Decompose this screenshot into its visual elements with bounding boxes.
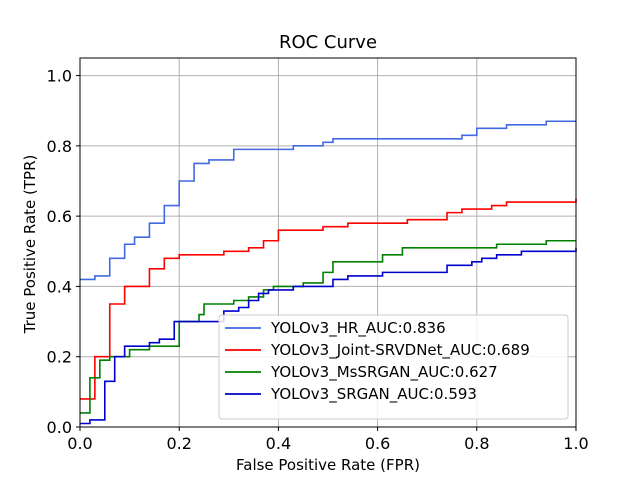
series-lines	[80, 120, 577, 425]
chart-title: ROC Curve	[279, 32, 377, 53]
y-tick-label: 0.2	[47, 348, 72, 367]
legend-box	[218, 314, 569, 420]
y-tick-label: 1.0	[47, 67, 72, 86]
legend-label: YOLOv3_SRGAN_AUC:0.593	[270, 385, 477, 404]
x-tick-label: 0.4	[266, 434, 291, 453]
series-line-1	[80, 120, 576, 281]
x-tick-label: 0.8	[464, 434, 489, 453]
legend-label: YOLOv3_Joint-SRVDNet_AUC:0.689	[270, 341, 530, 360]
legend-label: YOLOv3_MsSRGAN_AUC:0.627	[270, 363, 498, 382]
y-tick-label: 0.4	[47, 277, 72, 296]
y-tick-label: 0.6	[47, 207, 72, 226]
legend-label: YOLOv3_HR_AUC:0.836	[270, 319, 446, 338]
series-line-2	[80, 198, 577, 400]
plot-frame	[79, 57, 577, 428]
y-tick-label: 0.8	[47, 137, 72, 156]
x-tick-label: 0.6	[365, 434, 390, 453]
y-axis-label: True Positive Rate (TPR)	[21, 155, 39, 335]
legend: YOLOv3_HR_AUC:0.836 YOLOv3_Joint-SRVDNet_…	[218, 314, 569, 420]
series-line-4	[80, 247, 577, 425]
y-tick-label: 0.0	[47, 418, 72, 437]
axes: 0.0 0.2 0.4 0.6 0.8 1.0 0.0 0.2 0.4 0.6 0.8 1.0	[47, 57, 589, 453]
x-tick-label: 0.0	[67, 434, 92, 453]
x-axis-label: False Positive Rate (FPR)	[236, 456, 420, 474]
x-tick-label: 0.2	[166, 434, 191, 453]
x-tick-label: 1.0	[563, 434, 588, 453]
